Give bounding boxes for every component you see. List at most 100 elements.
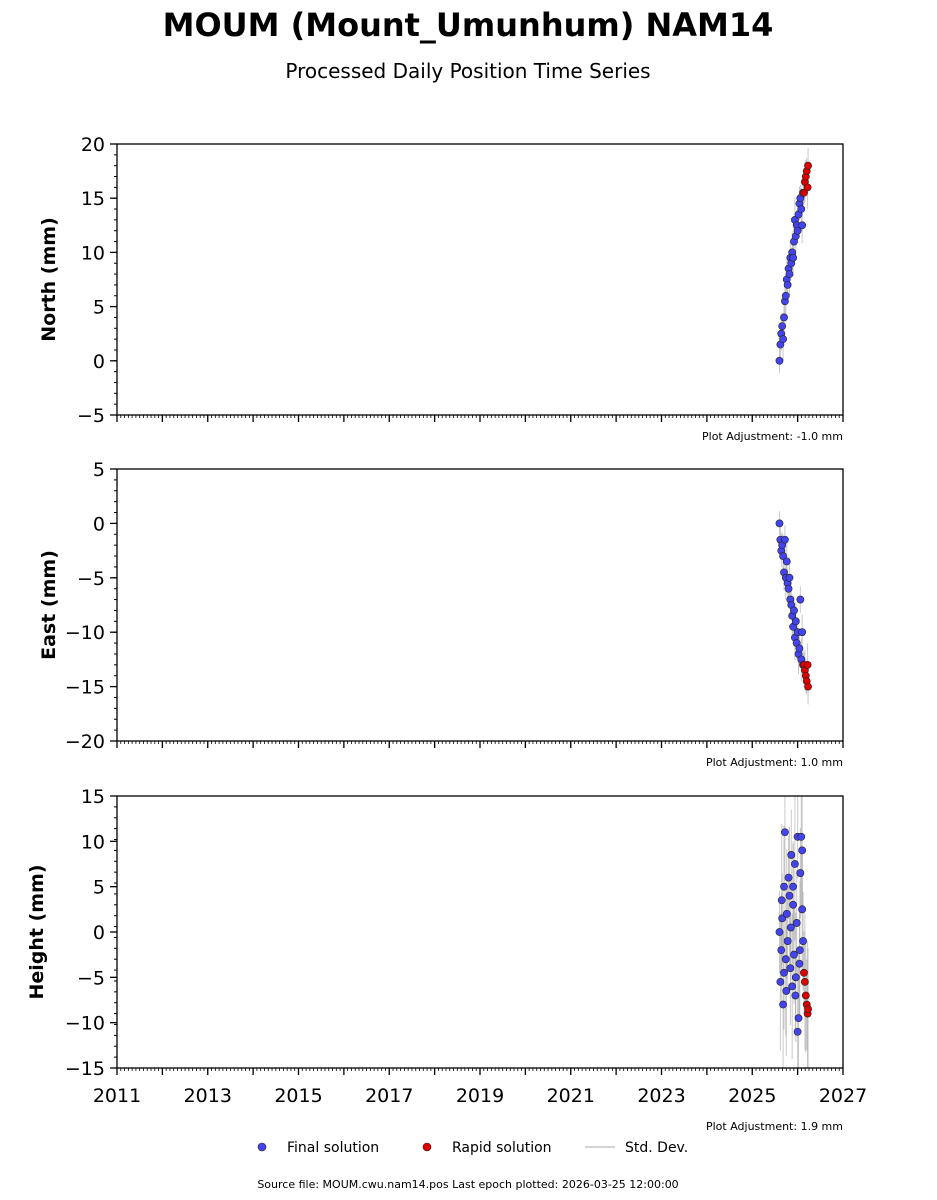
y-tick-label: 5 bbox=[93, 297, 105, 319]
final-solution-point bbox=[784, 584, 793, 593]
x-tick-label: 2027 bbox=[819, 1085, 867, 1107]
final-solution-point bbox=[788, 982, 797, 991]
rapid-solution-point bbox=[800, 968, 808, 977]
final-solution-point bbox=[795, 946, 804, 955]
final-solution-point bbox=[781, 535, 789, 544]
final-solution-point bbox=[790, 606, 798, 615]
legend-rapid-marker bbox=[422, 1142, 432, 1152]
y-tick-label: 10 bbox=[81, 242, 105, 264]
x-tick-label: 2025 bbox=[728, 1085, 776, 1107]
plot-adjustment-note: Plot Adjustment: 1.0 mm bbox=[706, 756, 843, 769]
rapid-solution-point bbox=[804, 161, 812, 170]
rapid-solution-point bbox=[801, 991, 810, 1000]
x-tick-label: 2021 bbox=[547, 1085, 595, 1107]
legend-std-label: Std. Dev. bbox=[625, 1140, 688, 1156]
x-tick-label: 2015 bbox=[274, 1085, 322, 1107]
final-solution-point bbox=[782, 987, 791, 995]
final-solution-point bbox=[785, 573, 794, 582]
final-solution-point bbox=[783, 937, 792, 945]
source-footer: Source file: MOUM.cwu.nam14.pos Last epo… bbox=[257, 1178, 678, 1191]
y-tick-label: −10 bbox=[65, 1013, 105, 1035]
plot-area bbox=[775, 147, 812, 373]
final-solution-point bbox=[791, 991, 800, 1000]
y-tick-label: 10 bbox=[81, 831, 105, 853]
final-solution-point bbox=[784, 873, 793, 882]
final-solution-point bbox=[782, 909, 791, 918]
final-solution-point bbox=[798, 905, 807, 914]
y-tick-label: 0 bbox=[93, 351, 105, 373]
final-solution-point bbox=[779, 552, 788, 560]
final-solution-point bbox=[779, 1000, 788, 1009]
final-solution-point bbox=[786, 923, 795, 932]
final-solution-point bbox=[791, 973, 800, 982]
final-solution-point bbox=[789, 253, 797, 262]
final-solution-point bbox=[785, 270, 794, 278]
panel-2: −20 −15 −10 −5 0 5 East (mm) Plot Adjustment: 1… bbox=[38, 459, 844, 769]
final-solution-point bbox=[780, 882, 788, 891]
final-solution-point bbox=[776, 977, 785, 986]
y-tick-label: −5 bbox=[77, 967, 105, 989]
final-solution-point bbox=[781, 291, 790, 300]
final-solution-point bbox=[796, 869, 805, 877]
legend-rapid-label: Rapid solution bbox=[452, 1140, 552, 1156]
rapid-solution-point bbox=[804, 1005, 812, 1013]
legend: Final solution Rapid solution Std. Dev. bbox=[257, 1140, 688, 1156]
final-solution-point bbox=[777, 946, 786, 955]
final-solution-point bbox=[795, 959, 804, 968]
x-tick-label: 2017 bbox=[365, 1085, 413, 1107]
y-tick-label: 15 bbox=[81, 786, 105, 808]
y-tick-label: −15 bbox=[65, 677, 105, 699]
final-solution-point bbox=[779, 335, 788, 344]
y-tick-label: −5 bbox=[77, 568, 105, 590]
final-solution-point bbox=[775, 356, 784, 365]
y-tick-label: 0 bbox=[93, 922, 105, 944]
y-tick-label: −20 bbox=[65, 731, 105, 753]
final-solution-point bbox=[791, 617, 800, 626]
y-tick-label: −15 bbox=[65, 1058, 105, 1080]
final-solution-point bbox=[789, 900, 797, 909]
x-tick-label: 2013 bbox=[184, 1085, 232, 1107]
panels: −5 0 5 10 15 20 North (mm) Plot Adjustment: -1.… bbox=[26, 134, 867, 1133]
y-tick-label: 15 bbox=[81, 188, 105, 210]
y-tick-label: 5 bbox=[93, 459, 105, 481]
final-solution-point bbox=[789, 882, 797, 891]
final-solution-point bbox=[794, 1014, 803, 1023]
y-tick-label: 5 bbox=[93, 877, 105, 899]
rapid-solution-point bbox=[800, 188, 808, 197]
x-tick-label: 2023 bbox=[637, 1085, 685, 1107]
plot-frame bbox=[116, 143, 844, 416]
final-solution-point bbox=[781, 955, 790, 964]
final-solution-point bbox=[797, 205, 806, 213]
plot-adjustment-note: Plot Adjustment: -1.0 mm bbox=[702, 430, 843, 443]
final-solution-point bbox=[796, 595, 805, 604]
final-solution-point bbox=[792, 919, 801, 927]
final-solution-point bbox=[799, 937, 807, 945]
final-solution-point bbox=[785, 891, 794, 900]
final-solution-point bbox=[793, 1027, 802, 1036]
final-solution-point bbox=[787, 851, 796, 859]
x-tick-label: 2019 bbox=[456, 1085, 504, 1107]
final-solution-point bbox=[782, 557, 791, 566]
final-solution-point bbox=[795, 644, 804, 653]
final-solution-point bbox=[798, 221, 807, 230]
y-tick-label: 20 bbox=[81, 134, 105, 156]
y-axis-label: North (mm) bbox=[38, 217, 60, 342]
final-solution-point bbox=[780, 313, 788, 322]
final-solution-point bbox=[791, 860, 799, 868]
rapid-solution-point bbox=[800, 977, 809, 986]
x-tick-label: 2011 bbox=[93, 1085, 141, 1107]
final-solution-point bbox=[797, 832, 806, 841]
final-solution-point bbox=[781, 828, 789, 837]
y-tick-label: 0 bbox=[93, 513, 105, 535]
plot-area bbox=[775, 511, 812, 705]
rapid-solution-point bbox=[803, 183, 812, 192]
legend-final-marker bbox=[257, 1142, 267, 1152]
rapid-solution-point bbox=[804, 682, 812, 691]
final-solution-point bbox=[775, 928, 784, 936]
final-solution-point bbox=[793, 226, 802, 235]
final-solution-point bbox=[790, 950, 798, 959]
final-solution-point bbox=[783, 281, 792, 289]
plot-area bbox=[775, 796, 812, 1068]
panel-3: −15 −10 −5 0 5 10 15 2011 2013 2015 2017 2019 2021 20… bbox=[26, 786, 867, 1133]
